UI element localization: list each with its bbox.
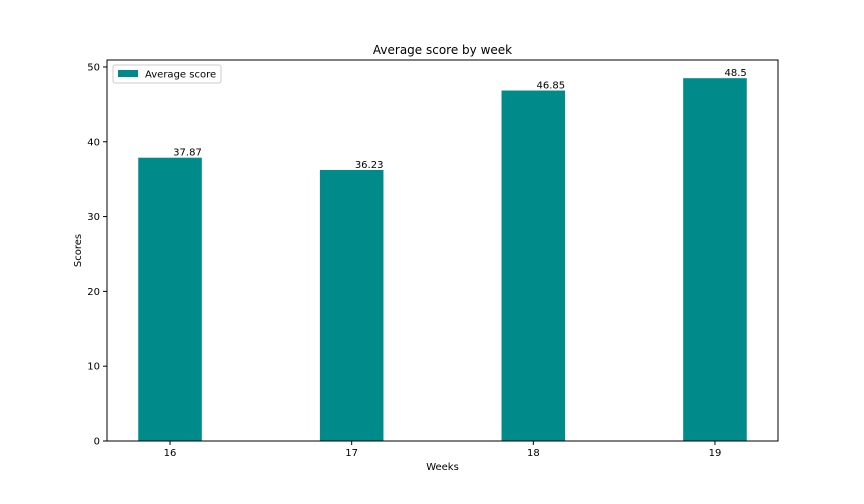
chart-title: Average score by week: [373, 43, 512, 57]
data-label: 36.23: [355, 160, 384, 171]
y-tick-label: 40: [87, 137, 100, 148]
plot-frame: [106, 59, 779, 442]
y-tick-label: 50: [87, 62, 100, 73]
y-tick-label: 30: [87, 212, 100, 223]
bar: [501, 90, 566, 441]
data-label: 46.85: [536, 81, 565, 92]
x-tick-label: 19: [709, 448, 722, 459]
x-tick-label: 17: [345, 448, 358, 459]
y-axis-label: Scores: [73, 234, 84, 267]
legend-swatch: [118, 70, 138, 77]
legend-label: Average score: [145, 70, 216, 81]
data-label: 37.87: [173, 148, 202, 159]
legend-box: [112, 64, 222, 84]
bar: [138, 157, 202, 441]
x-tick-label: 18: [527, 448, 540, 459]
data-label: 48.5: [724, 68, 746, 79]
bar: [683, 78, 747, 442]
y-tick-label: 20: [87, 287, 100, 298]
x-axis-label: Weeks: [426, 462, 459, 473]
x-tick-label: 16: [164, 448, 177, 459]
bar: [319, 169, 384, 442]
y-tick-label: 0: [94, 437, 100, 448]
y-tick-label: 10: [87, 362, 100, 373]
